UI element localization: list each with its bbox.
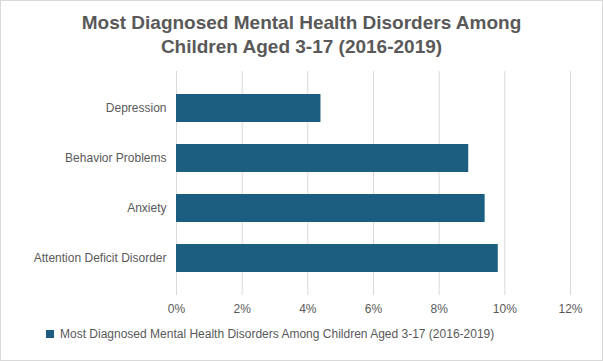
svg-text:Anxiety: Anxiety [127, 201, 166, 215]
svg-text:12%: 12% [558, 302, 582, 316]
svg-text:2%: 2% [233, 302, 251, 316]
svg-text:10%: 10% [493, 302, 517, 316]
svg-text:6%: 6% [365, 302, 383, 316]
svg-text:Depression: Depression [106, 101, 167, 115]
html-text:Most Diagnosed Mental Health D: Most Diagnosed Mental Health Disorders A… [81, 12, 522, 57]
svg-text:8%: 8% [430, 302, 448, 316]
html-text:Most Diagnosed Mental Health D: Most Diagnosed Mental Health Disorders A… [60, 327, 495, 341]
svg-text:Behavior Problems: Behavior Problems [65, 151, 166, 165]
svg-text:0%: 0% [168, 302, 186, 316]
svg-text:Attention Deficit Disorder: Attention Deficit Disorder [34, 251, 167, 265]
svg-text:4%: 4% [299, 302, 317, 316]
